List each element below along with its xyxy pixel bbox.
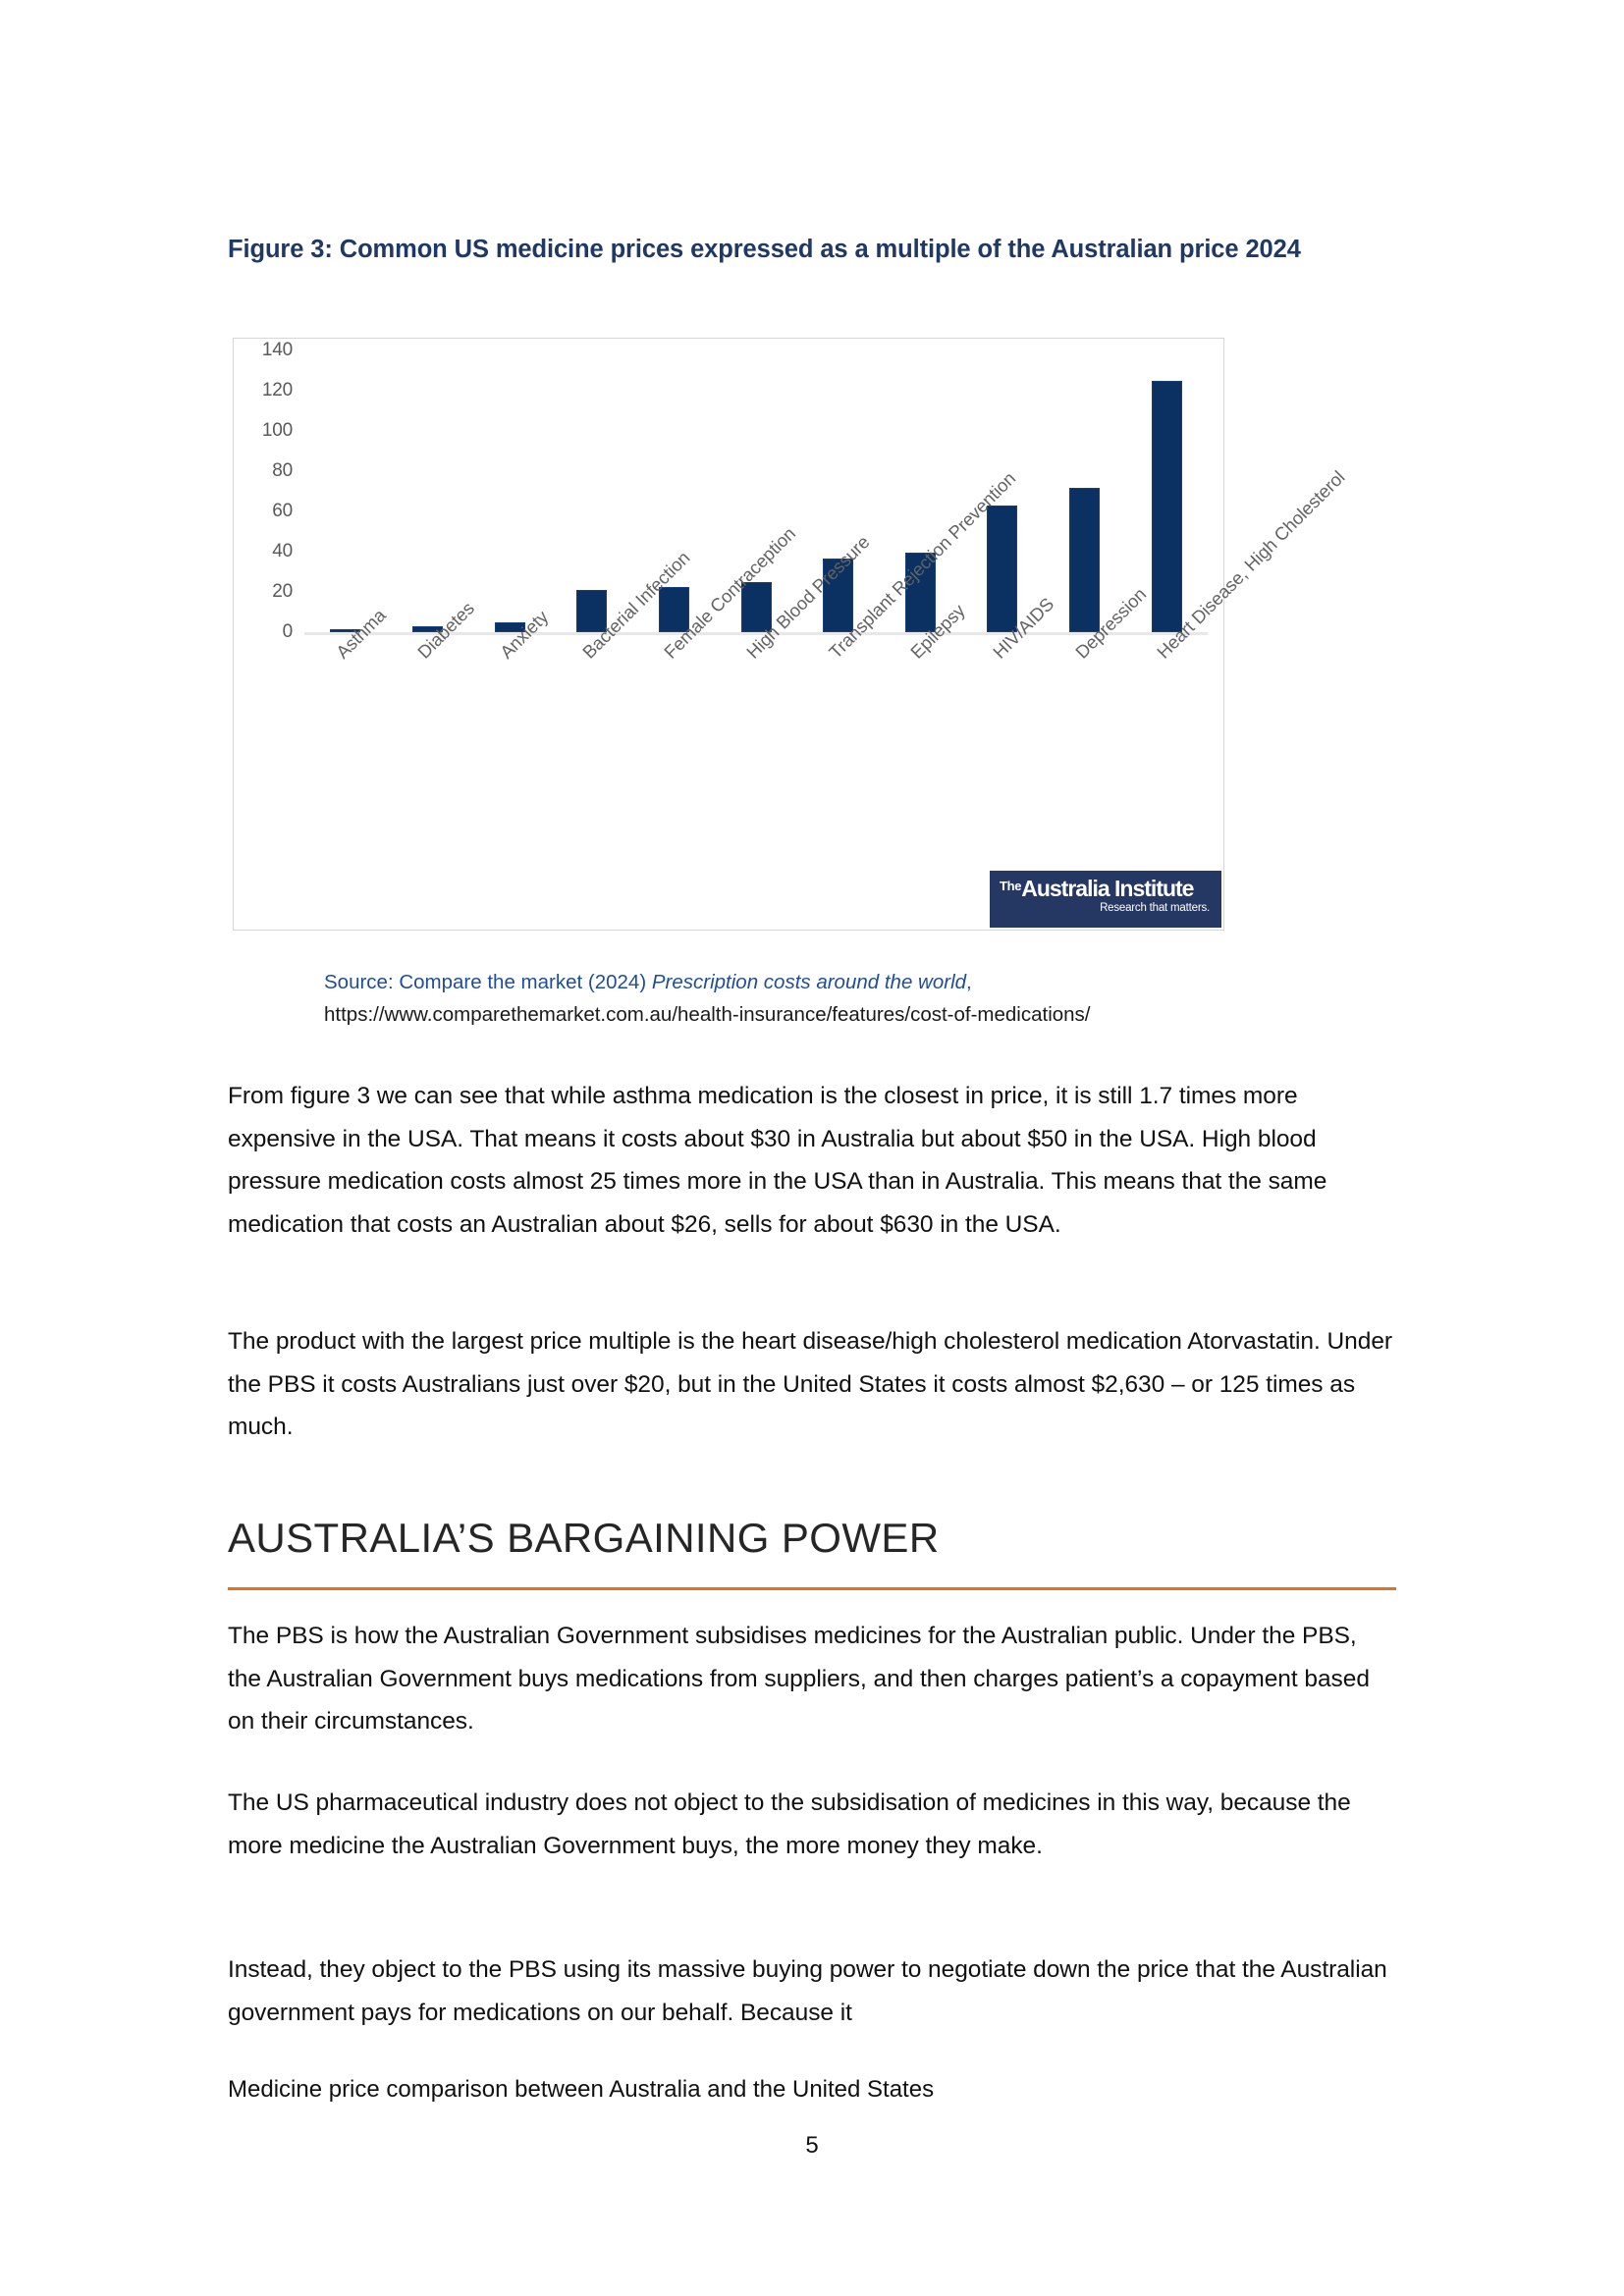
bar-series — [304, 350, 1208, 632]
plot-area — [304, 350, 1208, 635]
bar — [658, 586, 689, 632]
footer-running-title: Medicine price comparison between Austra… — [228, 2076, 935, 2103]
bar-slot — [468, 350, 551, 632]
source-prefix: Source: Compare the market (2024) — [324, 971, 652, 993]
bar-slot — [1044, 350, 1126, 632]
bar-slot — [715, 350, 797, 632]
bar — [1151, 380, 1182, 632]
paragraph-4: The US pharmaceutical industry does not … — [228, 1789, 1351, 1859]
bar-slot — [961, 350, 1044, 632]
source-suffix: , — [966, 971, 972, 993]
y-tick-140: 140 — [261, 340, 293, 360]
bar — [740, 581, 772, 632]
paragraph-5: Instead, they object to the PBS using it… — [228, 1956, 1387, 2026]
logo-name: TheAustralia Institute — [1000, 877, 1210, 900]
section-divider — [228, 1587, 1396, 1590]
bar-slot — [797, 350, 880, 632]
y-tick-40: 40 — [272, 541, 293, 561]
bar — [1069, 488, 1101, 632]
y-tick-120: 120 — [261, 380, 293, 400]
bar-slot — [1125, 350, 1208, 632]
paragraph-1: From figure 3 we can see that while asth… — [228, 1083, 1327, 1238]
bar — [411, 625, 443, 632]
bar — [904, 553, 936, 632]
bar — [987, 505, 1018, 632]
bar-slot — [879, 350, 961, 632]
bar — [823, 559, 854, 632]
bar-slot — [387, 350, 469, 632]
bar-slot — [633, 350, 716, 632]
bar-chart: 0 20 40 60 80 100 120 140 Asthma Diabetes Anxiety… — [233, 338, 1349, 931]
logo-tagline: Research that matters. — [1100, 902, 1210, 915]
bar — [330, 628, 361, 632]
figure-source-caption: Source: Compare the market (2024) Prescr… — [324, 967, 1365, 1032]
y-tick-80: 80 — [272, 460, 293, 481]
figure-title: Figure 3: Common US medicine prices expr… — [228, 236, 1301, 263]
page-number: 5 — [805, 2132, 819, 2159]
y-tick-60: 60 — [272, 501, 293, 521]
bar-slot — [551, 350, 633, 632]
source-url[interactable]: https://www.comparethemarket.com.au/heal… — [324, 1002, 1091, 1026]
bar-slot — [304, 350, 387, 632]
section-heading: AUSTRALIA’S BARGAINING POWER — [228, 1515, 940, 1561]
y-tick-0: 0 — [282, 621, 294, 642]
chart-inner: 0 20 40 60 80 100 120 140 Asthma Diabetes Anxiety… — [234, 339, 1349, 930]
y-tick-20: 20 — [272, 581, 293, 602]
y-axis-tick-labels: 0 20 40 60 80 100 120 140 — [242, 339, 293, 643]
source-title: Prescription costs around the world — [651, 971, 967, 993]
x-axis-line — [304, 632, 1208, 635]
logo-the: The — [1000, 879, 1022, 893]
paragraph-3: The PBS is how the Australian Government… — [228, 1623, 1370, 1735]
australia-institute-logo: TheAustralia Institute Research that mat… — [990, 871, 1221, 928]
y-tick-100: 100 — [261, 420, 293, 441]
bar — [576, 589, 608, 632]
logo-institute: Australia Institute — [1021, 876, 1194, 901]
paragraph-2: The product with the largest price multi… — [228, 1328, 1393, 1441]
bar — [494, 621, 525, 632]
